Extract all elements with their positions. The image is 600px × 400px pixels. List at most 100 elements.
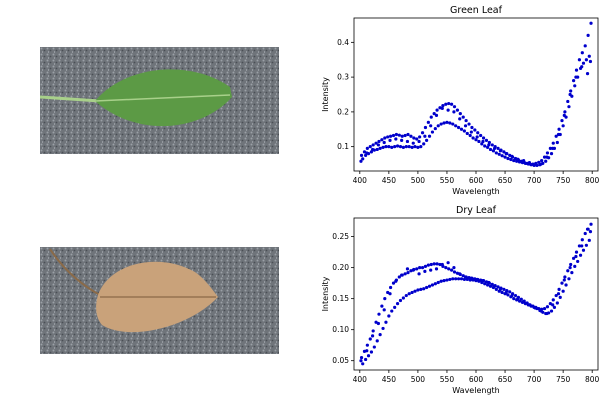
data-point <box>397 133 401 137</box>
data-point <box>503 155 507 159</box>
data-point <box>523 161 527 165</box>
data-point <box>564 283 568 287</box>
data-point <box>456 277 461 281</box>
x-axis-label: Wavelength <box>452 386 499 395</box>
data-point <box>549 309 554 313</box>
data-point <box>567 105 571 109</box>
dry-leaf-stem <box>49 248 101 296</box>
data-point <box>551 141 555 145</box>
data-point <box>406 270 410 275</box>
data-point <box>444 102 448 106</box>
data-point <box>554 134 558 138</box>
data-point <box>415 267 419 271</box>
data-point <box>416 288 420 292</box>
data-point <box>423 269 427 273</box>
data-point <box>388 138 392 142</box>
data-point <box>441 104 445 108</box>
data-point <box>554 293 558 298</box>
chart-title: Green Leaf <box>450 5 503 16</box>
data-point <box>479 133 483 138</box>
data-point <box>556 292 561 296</box>
data-point <box>418 135 422 139</box>
data-point <box>451 122 455 126</box>
data-point <box>586 33 590 37</box>
data-point <box>484 138 489 142</box>
data-point <box>527 161 532 165</box>
data-point <box>504 152 508 156</box>
y-tick-label: 0.10 <box>332 325 349 334</box>
green-leaf-photo <box>40 47 279 154</box>
data-point <box>382 140 386 145</box>
data-point <box>483 282 487 286</box>
data-point <box>389 134 393 138</box>
data-point <box>494 151 498 155</box>
data-point <box>545 151 550 155</box>
green-leaf-stem <box>40 95 101 103</box>
data-point <box>435 108 439 112</box>
data-point <box>425 285 429 290</box>
data-point <box>371 329 375 333</box>
data-point <box>588 230 593 234</box>
data-point <box>365 151 369 155</box>
data-point <box>389 285 393 290</box>
data-point <box>560 118 564 123</box>
data-point <box>508 290 512 294</box>
x-tick-label: 700 <box>527 375 542 384</box>
data-point <box>445 278 449 282</box>
data-point <box>378 333 382 337</box>
data-point <box>496 285 500 289</box>
data-point <box>410 290 414 295</box>
data-point <box>398 298 403 303</box>
data-point <box>434 113 439 117</box>
data-point <box>375 147 379 152</box>
x-tick-label: 550 <box>440 176 455 185</box>
data-point <box>365 349 369 353</box>
data-point <box>435 262 439 266</box>
data-point <box>371 143 375 147</box>
data-point <box>440 106 444 111</box>
data-point <box>442 121 446 125</box>
data-point <box>456 125 461 130</box>
data-point <box>545 305 550 309</box>
data-point <box>458 117 462 121</box>
data-point <box>552 305 557 309</box>
data-point <box>404 145 408 149</box>
x-tick-label: 700 <box>527 176 542 185</box>
data-point <box>468 133 472 138</box>
data-point <box>434 267 439 271</box>
data-point <box>427 284 432 288</box>
data-point <box>537 160 541 164</box>
data-point <box>517 299 522 303</box>
x-tick-label: 400 <box>353 176 368 185</box>
data-point <box>430 283 435 287</box>
data-point <box>572 256 576 260</box>
data-point <box>566 269 570 273</box>
data-point <box>455 108 460 112</box>
data-point <box>481 136 486 140</box>
data-point <box>454 124 458 128</box>
data-point <box>401 296 405 300</box>
data-point <box>462 277 466 282</box>
chart-title: Dry Leaf <box>456 205 497 216</box>
data-point <box>446 261 450 265</box>
data-point <box>548 146 552 150</box>
data-point <box>369 350 374 354</box>
data-point <box>516 157 520 161</box>
data-point <box>589 222 593 226</box>
data-point <box>463 124 468 128</box>
data-point <box>377 312 381 316</box>
data-point <box>585 227 590 231</box>
data-point <box>533 306 537 310</box>
data-point <box>480 142 484 146</box>
data-point <box>473 128 477 132</box>
data-point <box>475 277 479 282</box>
data-point <box>440 262 444 267</box>
x-tick-label: 400 <box>353 375 368 384</box>
data-point <box>516 297 520 301</box>
data-point <box>366 354 371 358</box>
data-point <box>446 108 450 112</box>
data-point <box>563 275 567 279</box>
data-point <box>490 143 494 147</box>
data-point <box>560 281 564 285</box>
